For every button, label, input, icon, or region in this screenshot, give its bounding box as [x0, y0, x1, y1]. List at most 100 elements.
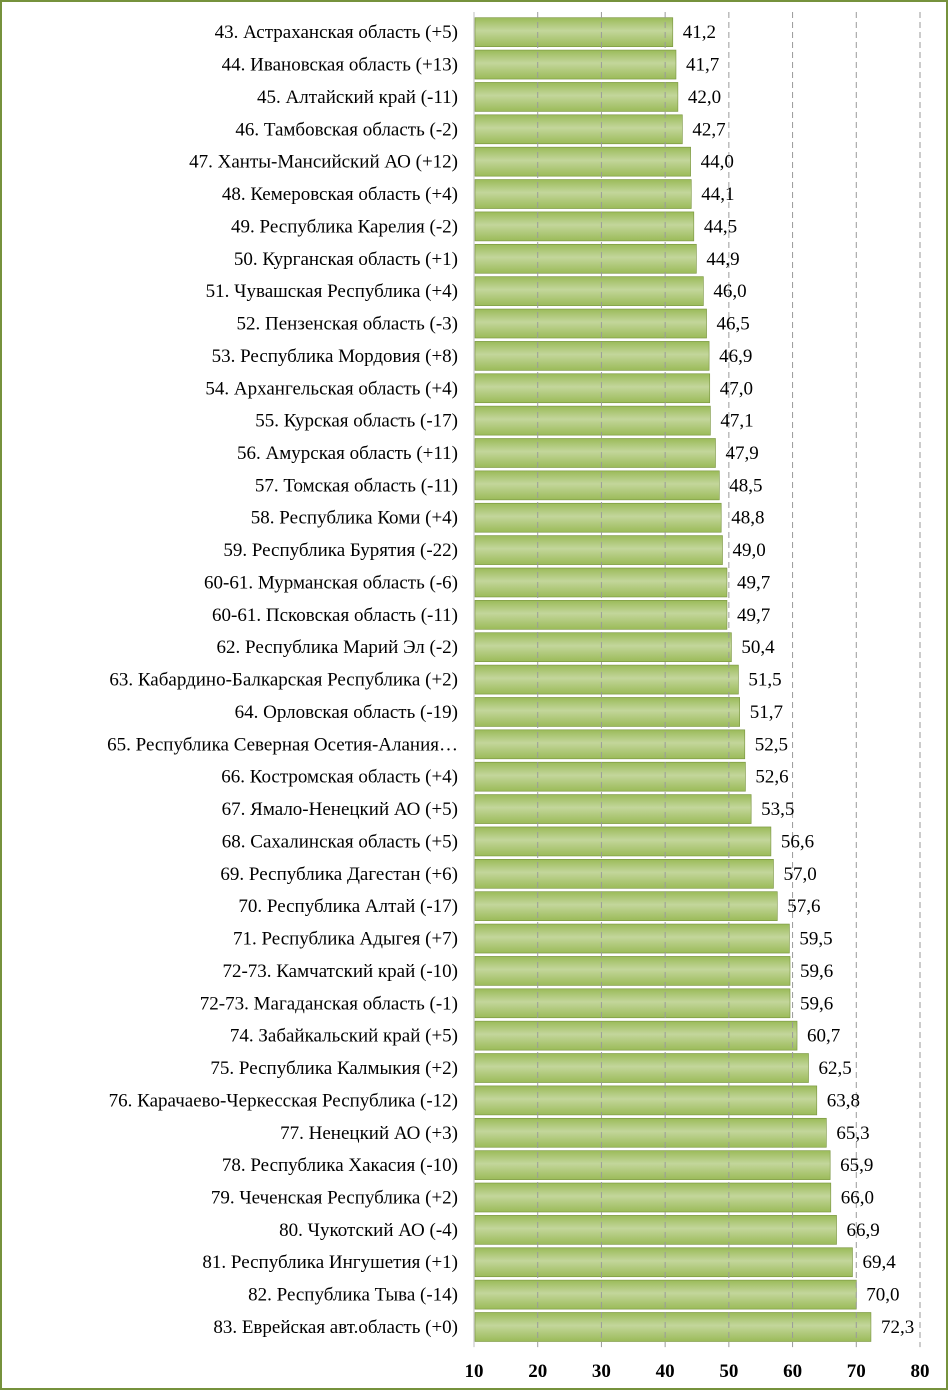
bar-8 [474, 243, 697, 274]
category-label-20: 62. Республика Марий Эл (-2) [217, 637, 458, 658]
value-label-25: 53,5 [761, 799, 794, 820]
value-label-24: 52,6 [755, 767, 788, 788]
value-label-35: 65,3 [836, 1123, 869, 1144]
category-label-21: 63. Кабардино-Балкарская Республика (+2) [109, 670, 458, 691]
bar-4 [474, 114, 683, 145]
value-label-5: 44,0 [701, 152, 734, 173]
value-label-38: 66,9 [847, 1220, 880, 1241]
category-label-33: 75. Республика Калмыкия (+2) [210, 1058, 458, 1079]
category-label-36: 78. Республика Хакасия (-10) [222, 1155, 458, 1176]
value-label-32: 60,7 [807, 1026, 840, 1047]
category-label-32: 74. Забайкальский край (+5) [230, 1026, 458, 1047]
category-label-26: 68. Сахалинская область (+5) [222, 831, 458, 852]
category-label-7: 49. Республика Карелия (-2) [231, 216, 458, 237]
value-label-26: 56,6 [781, 831, 814, 852]
category-label-1: 43. Астраханская область (+5) [215, 22, 458, 43]
bar-15 [474, 470, 720, 501]
category-label-37: 79. Чеченская Республика (+2) [211, 1188, 458, 1209]
bar-24 [474, 761, 746, 792]
bar-14 [474, 438, 716, 468]
value-label-31: 59,6 [800, 993, 833, 1014]
category-label-39: 81. Республика Ингушетия (+1) [202, 1252, 458, 1273]
category-label-31: 72-73. Магаданская область (-1) [200, 993, 458, 1014]
category-label-14: 56. Амурская область (+11) [237, 443, 458, 464]
x-tick-label-30: 30 [592, 1361, 611, 1382]
bar-33 [474, 1053, 809, 1083]
category-label-13: 55. Курская область (-17) [255, 411, 458, 432]
bar-31 [474, 988, 791, 1019]
value-label-9: 46,0 [713, 281, 746, 302]
value-label-36: 65,9 [840, 1155, 873, 1176]
bar-27 [474, 859, 774, 889]
x-tick-label-50: 50 [719, 1361, 738, 1382]
category-label-9: 51. Чувашская Республика (+4) [206, 281, 458, 302]
bar-9 [474, 276, 704, 306]
category-label-41: 83. Еврейская авт.область (+0) [213, 1317, 458, 1338]
bar-39 [474, 1247, 853, 1278]
bar-41 [474, 1312, 872, 1342]
category-label-3: 45. Алтайский край (-11) [257, 87, 458, 108]
category-label-10: 52. Пензенская область (-3) [237, 314, 458, 335]
value-label-28: 57,6 [787, 896, 820, 917]
bar-17 [474, 535, 723, 565]
value-label-29: 59,5 [799, 929, 832, 950]
bar-26 [474, 826, 772, 857]
value-label-30: 59,6 [800, 961, 833, 982]
bar-2 [474, 49, 677, 80]
category-label-15: 57. Томская область (-11) [255, 475, 458, 496]
value-label-8: 44,9 [706, 249, 739, 270]
category-label-4: 46. Тамбовская область (-2) [235, 119, 458, 140]
value-label-2: 41,7 [686, 55, 719, 76]
bar-37 [474, 1182, 832, 1213]
bar-10 [474, 308, 707, 339]
value-label-37: 66,0 [841, 1188, 874, 1209]
category-label-22: 64. Орловская область (-19) [235, 702, 458, 723]
value-label-41: 72,3 [881, 1317, 914, 1338]
category-label-6: 48. Кемеровская область (+4) [222, 184, 458, 205]
bar-23 [474, 729, 746, 760]
bar-36 [474, 1150, 831, 1180]
bar-6 [474, 179, 692, 209]
bar-13 [474, 405, 711, 436]
category-label-19: 60-61. Псковская область (-11) [212, 605, 458, 626]
category-label-25: 67. Ямало-Ненецкий АО (+5) [222, 799, 458, 820]
category-label-11: 53. Республика Мордовия (+8) [212, 346, 458, 367]
value-label-18: 49,7 [737, 572, 770, 593]
value-label-39: 69,4 [862, 1252, 896, 1273]
bar-38 [474, 1215, 837, 1245]
category-label-24: 66. Костромская область (+4) [221, 767, 458, 788]
value-label-7: 44,5 [704, 216, 737, 237]
category-label-38: 80. Чукотский АО (-4) [279, 1220, 458, 1241]
value-label-10: 46,5 [717, 314, 750, 335]
category-label-2: 44. Ивановская область (+13) [222, 55, 458, 76]
value-label-17: 49,0 [732, 540, 765, 561]
value-label-23: 52,5 [755, 734, 788, 755]
category-label-28: 70. Республика Алтай (-17) [238, 896, 458, 917]
bar-12 [474, 373, 711, 404]
value-label-1: 41,2 [683, 22, 716, 43]
category-label-18: 60-61. Мурманская область (-6) [204, 572, 458, 593]
bar-1 [474, 17, 674, 47]
x-tick-label-10: 10 [465, 1361, 484, 1382]
value-label-13: 47,1 [720, 411, 753, 432]
x-tick-label-80: 80 [911, 1361, 930, 1382]
value-label-21: 51,5 [748, 670, 781, 691]
value-label-12: 47,0 [720, 378, 753, 399]
x-tick-label-60: 60 [783, 1361, 802, 1382]
category-label-40: 82. Республика Тыва (-14) [248, 1285, 458, 1306]
value-label-19: 49,7 [737, 605, 770, 626]
bar-32 [474, 1020, 798, 1051]
value-label-4: 42,7 [692, 119, 725, 140]
bar-25 [474, 794, 752, 824]
category-label-35: 77. Ненецкий АО (+3) [280, 1123, 458, 1144]
value-label-20: 50,4 [741, 637, 775, 658]
bar-28 [474, 891, 778, 921]
category-label-27: 69. Республика Дагестан (+6) [220, 864, 458, 885]
bar-35 [474, 1117, 827, 1148]
bar-7 [474, 211, 695, 242]
bar-11 [474, 341, 710, 371]
value-label-16: 48,8 [731, 508, 764, 529]
value-label-15: 48,5 [729, 475, 762, 496]
